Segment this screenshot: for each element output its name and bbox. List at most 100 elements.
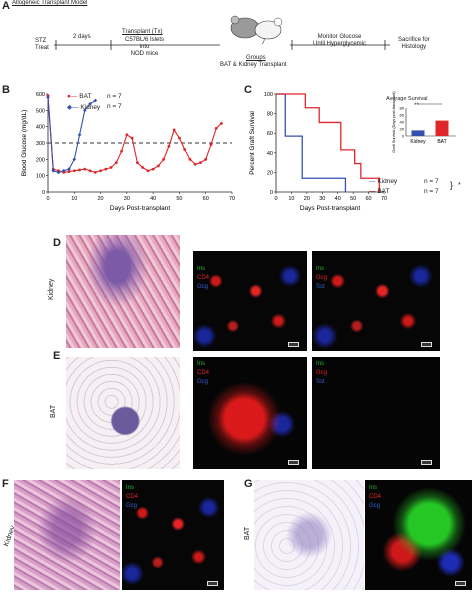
data-point-bat: [72, 169, 76, 173]
data-point-bat: [204, 157, 208, 161]
data-point-bat: [209, 143, 213, 147]
data-point-bat: [130, 136, 134, 140]
fluo-image-f: [122, 480, 224, 590]
stain-label-d1: Ins CD4 Gcg: [197, 266, 210, 290]
y-tick-label: 0: [42, 190, 45, 196]
data-point-bat: [141, 166, 145, 169]
data-point-kidney: [67, 167, 71, 171]
data-point-bat: [172, 128, 176, 132]
inset-y-tick-label: 0: [402, 134, 405, 139]
data-point-bat: [135, 161, 139, 164]
data-point-bat: [83, 167, 87, 171]
inset-y-label: Graft Survival (Days post-transplant): [392, 91, 396, 153]
y-tick-label: 40: [267, 151, 273, 157]
y-tick-label: 600: [36, 92, 45, 98]
inset-category-label: Kidney: [410, 139, 426, 145]
fluo-image-g: [365, 480, 472, 590]
data-point-bat: [183, 148, 187, 151]
x-tick-label: 70: [229, 196, 235, 202]
side-label-d: Kidney: [48, 278, 55, 300]
data-point-bat: [93, 171, 97, 174]
legend-c-bat-n: n = 7: [424, 188, 439, 195]
data-point-bat: [220, 122, 223, 125]
data-point-bat: [67, 170, 71, 173]
y-tick-label: 80: [267, 112, 273, 118]
y-tick-label: 100: [264, 92, 273, 98]
x-tick-label: 60: [203, 196, 209, 202]
y-tick-label: 100: [36, 174, 45, 180]
legend-c-bat: — BAT: [369, 188, 390, 195]
data-point-bat: [193, 162, 197, 166]
x-tick-label: 40: [335, 196, 341, 202]
data-point-bat: [114, 161, 118, 164]
stain-label-d2: Ins Gcg Sst: [316, 266, 328, 290]
data-point-bat: [146, 169, 150, 173]
x-tick-label: 30: [124, 196, 130, 202]
panel-letter-a: A: [2, 0, 10, 12]
monitor-label: Monitor Glucose Until Hyperglycemic: [313, 34, 367, 47]
mouse-icon-grey: [230, 15, 265, 45]
model-title: Allogeneic Transplant Model: [12, 0, 88, 6]
data-point-bat: [109, 166, 113, 169]
data-point-bat: [99, 169, 102, 173]
legend-c-sig: *: [458, 182, 461, 189]
data-point-bat: [120, 149, 123, 153]
schematic-a: [54, 15, 390, 50]
groups-detail: BAT & Kidney Transplant: [220, 62, 287, 68]
y-tick-label: 400: [36, 125, 45, 131]
data-point-bat: [78, 168, 81, 172]
data-point-bat: [199, 161, 202, 164]
series-line-bat: [47, 95, 222, 173]
mouse-icon-white: [254, 17, 283, 40]
legend-c-kidney-n: n = 7: [424, 178, 439, 185]
x-tick-label: 50: [176, 196, 182, 202]
legend-b-kidney-n: n = 7: [107, 103, 122, 110]
x-axis-label: Days Post-transplant: [110, 205, 171, 212]
x-tick-label: 50: [350, 196, 356, 202]
y-axis-label: Blood Glucose (mg/dL): [21, 110, 28, 176]
data-point-bat: [88, 169, 92, 173]
y-tick-label: 60: [267, 131, 273, 137]
survival-line-kidney: [276, 93, 347, 192]
chart-b-glucose: 0 10 20 30 40 50 60 70 0 100 200 300 400 500 600 Days P…: [21, 92, 235, 212]
fluo-image-e2: [312, 357, 440, 469]
he-image-e: [66, 357, 180, 469]
data-point-bat: [214, 126, 218, 130]
y-tick-label: 200: [36, 157, 45, 163]
transplant-detail: C57BL/6 Islets into NOD mice: [125, 37, 165, 57]
data-point-bat: [178, 136, 181, 140]
panel-letter-f: F: [2, 478, 9, 490]
x-tick-label: 60: [366, 196, 372, 202]
sacrifice-label: Sacrifice for Histology: [398, 37, 430, 50]
stain-label-e2: Ins Gcg Sst: [316, 361, 328, 385]
data-point-bat: [188, 157, 192, 161]
x-tick-label: 40: [150, 196, 156, 202]
fluo-image-d1: [193, 251, 307, 351]
panel-letter-b: B: [2, 84, 10, 96]
y-tick-label: 0: [270, 190, 273, 196]
fluo-image-d2: [312, 251, 440, 351]
inset-y-tick-label: 60: [400, 113, 405, 118]
x-tick-label: 30: [319, 196, 325, 202]
panel-letter-c: C: [244, 84, 252, 96]
groups-title: Groups: [246, 55, 266, 61]
data-point-bat: [167, 144, 171, 148]
stain-label-e1: Ins CD4 Gcg: [197, 361, 210, 385]
legend-b-kidney: ◆— Kidney: [67, 104, 101, 111]
x-tick-label: 20: [98, 196, 104, 202]
stain-label-g: Ins CD4 Gcg: [369, 485, 382, 509]
series-line-kidney: [47, 97, 96, 173]
legend-b-bat: ●— BAT: [67, 93, 92, 100]
panel-letter-e: E: [53, 350, 61, 362]
y-tick-label: 500: [36, 108, 45, 114]
x-tick-label: 10: [71, 196, 77, 202]
x-tick-label: 0: [46, 196, 49, 202]
data-point-kidney: [77, 132, 82, 137]
inset-y-tick-label: 20: [400, 127, 405, 132]
stz-treat: STZ Treat: [35, 38, 49, 51]
inset-y-tick-label: 40: [400, 120, 405, 125]
panel-letter-d: D: [53, 237, 61, 249]
inset-bar-bat: [435, 120, 449, 136]
data-point-bat: [125, 133, 129, 137]
legend-c-bracket: }: [450, 180, 454, 190]
